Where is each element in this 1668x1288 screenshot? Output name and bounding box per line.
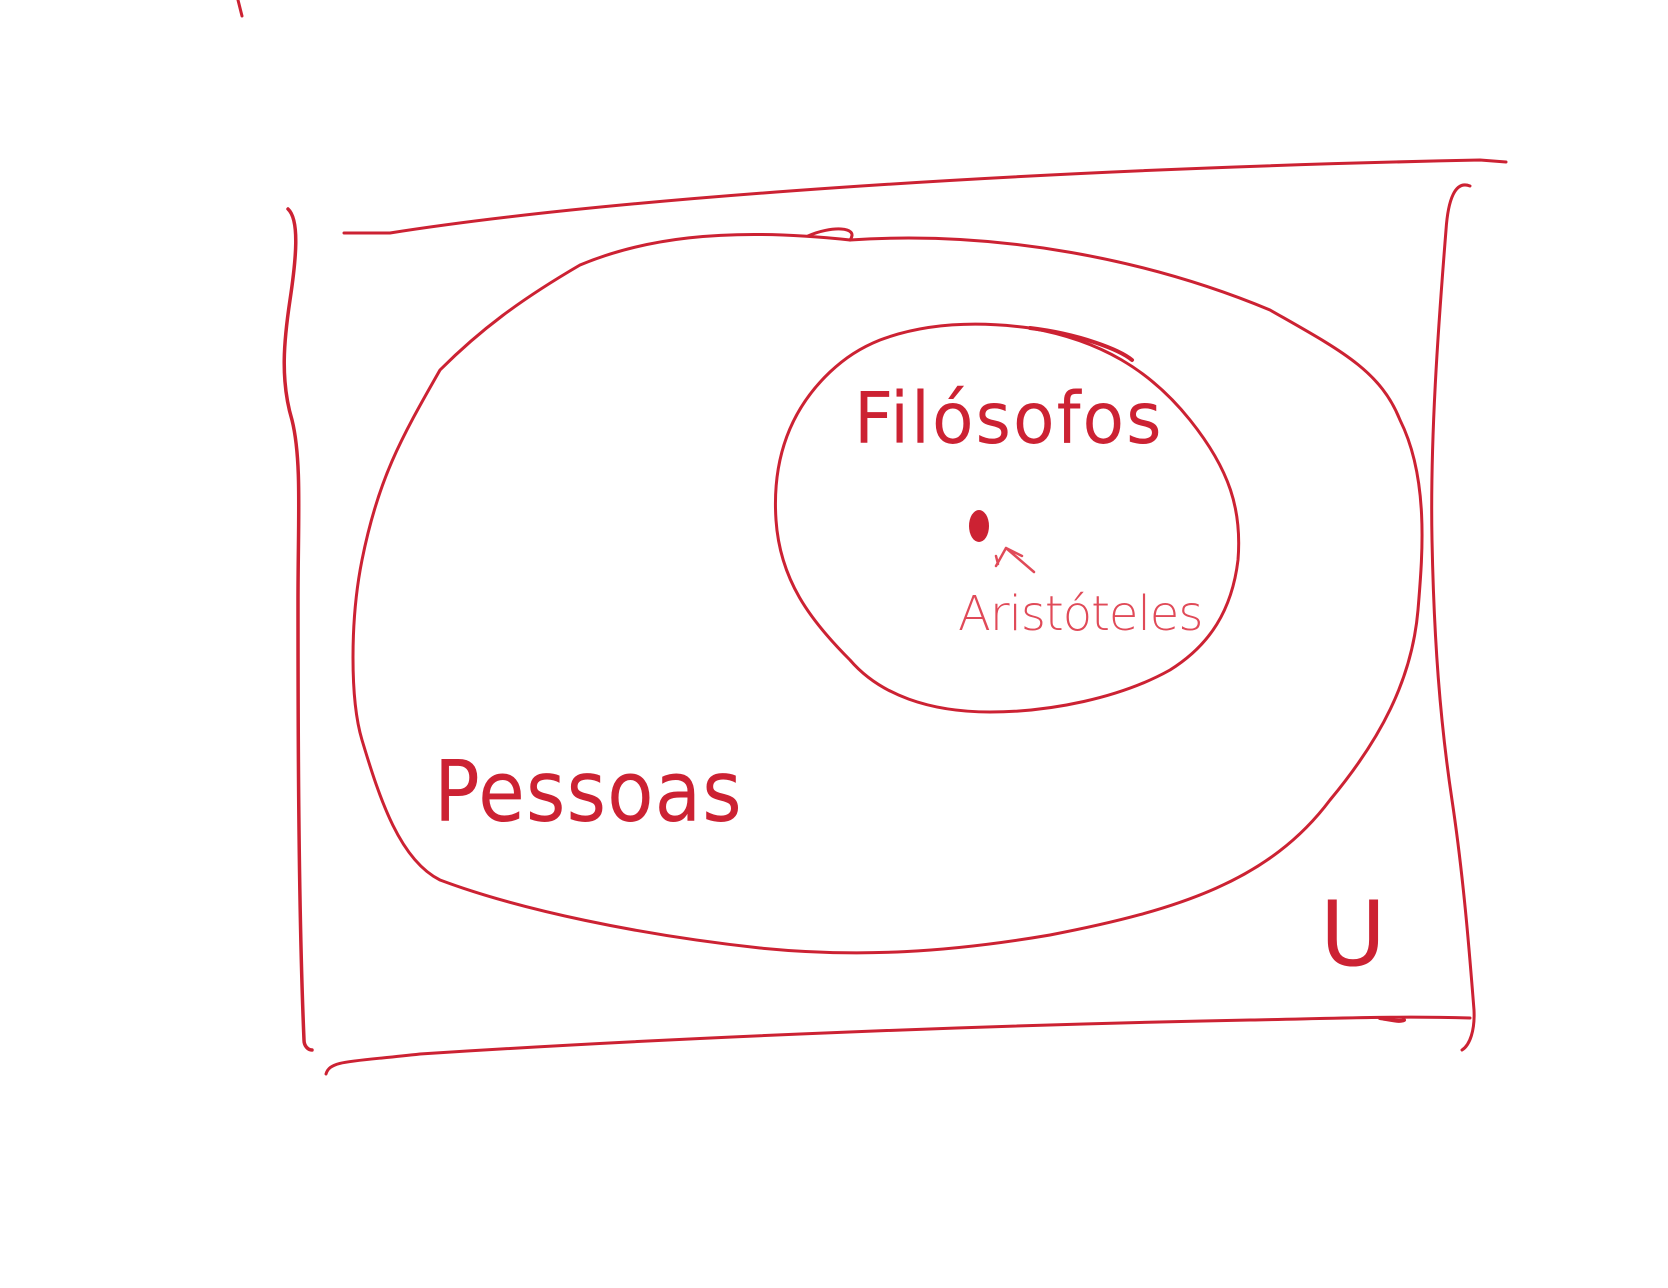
universe-rectangle-bottom [324, 1015, 1472, 1076]
universe-rectangle-top [342, 158, 1508, 235]
inner-set-filosofos-ellipse [773, 322, 1241, 714]
outer-set-pessoas-ellipse [351, 232, 1424, 955]
element-label: Aristóteles [958, 586, 1203, 642]
universe-rectangle-right [1430, 183, 1476, 1052]
outer-set-label: Pessoas [434, 741, 743, 842]
universe-rectangle-left [282, 207, 314, 1052]
universe-rectangle-top-tick [806, 227, 854, 242]
stray-pen-mark [236, 0, 244, 18]
element-dot-aristoteles [969, 510, 989, 542]
element-arrow [994, 546, 1036, 574]
inner-set-label: Filósofos [854, 378, 1164, 461]
universe-label: U [1320, 882, 1386, 987]
inner-set-top-tick [1028, 326, 1134, 362]
universe-rectangle-corner-tick [1378, 1016, 1406, 1023]
